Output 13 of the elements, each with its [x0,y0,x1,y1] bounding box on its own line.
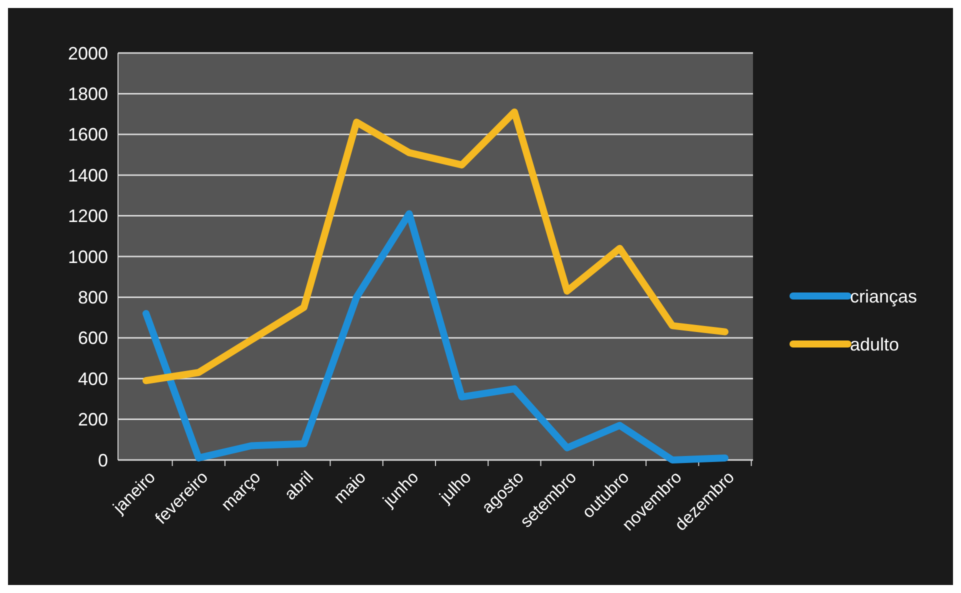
y-tick-label: 0 [98,450,108,470]
y-tick-label: 1400 [68,165,108,186]
legend-label: adulto [850,334,900,354]
y-tick-label: 1200 [68,206,108,226]
y-tick-label: 1000 [68,246,108,267]
y-tick-label: 1800 [68,84,108,104]
y-tick-label: 2000 [68,43,108,64]
y-tick-label: 200 [78,410,108,430]
legend-label: crianças [850,286,918,306]
y-tick-label: 800 [78,288,108,308]
y-tick-label: 600 [78,328,108,348]
y-tick-label: 400 [78,368,108,389]
y-tick-label: 1600 [68,124,108,145]
